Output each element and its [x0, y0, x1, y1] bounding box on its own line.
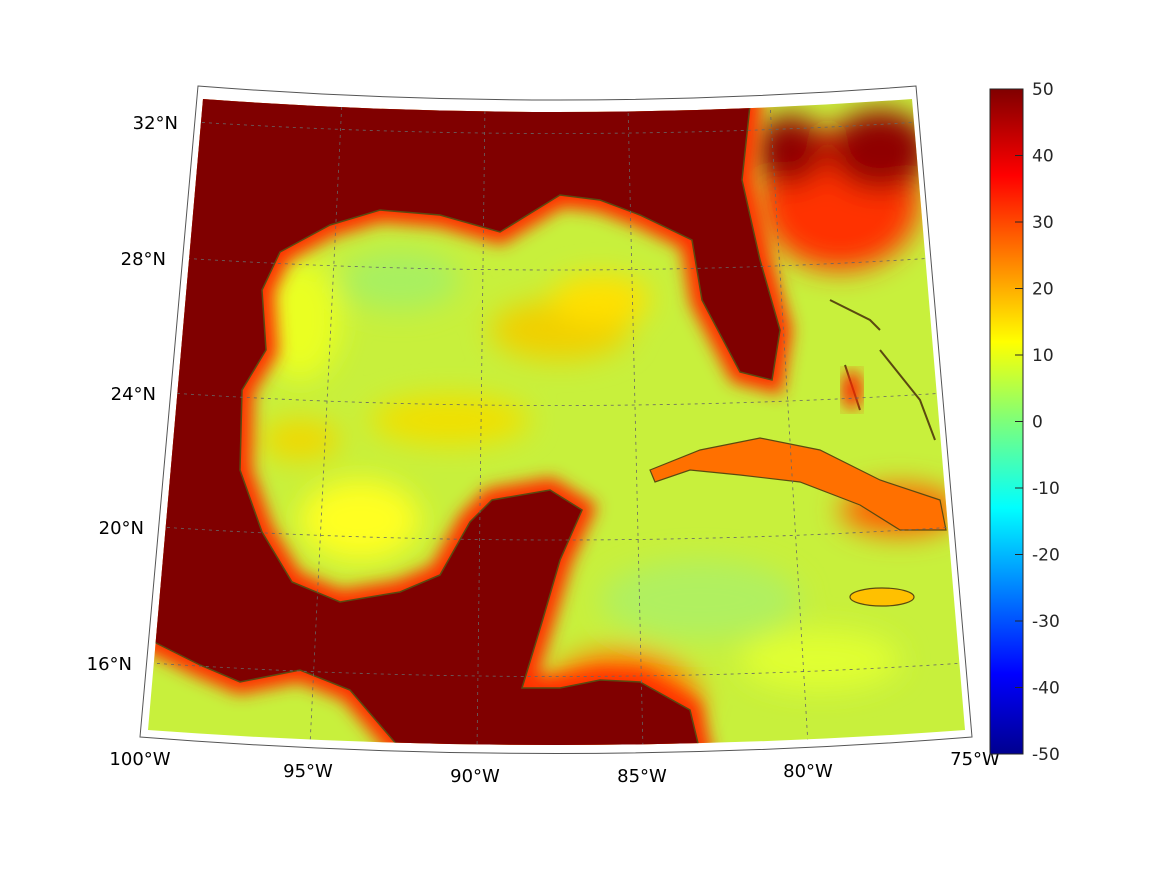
colorbar-tick-label: -50 [1032, 745, 1060, 765]
graticule [149, 99, 965, 745]
cuba [649, 437, 947, 531]
lon-tick-label: 95°W [283, 761, 333, 782]
map-field [148, 99, 965, 745]
colorbar-tick-label: 0 [1032, 413, 1043, 433]
colorbar-tick-label: 50 [1032, 80, 1054, 100]
lon-tick-label: 75°W [950, 749, 1000, 770]
colorbar-tick-label: -40 [1032, 679, 1060, 699]
lat-tick-label: 28°N [121, 249, 166, 270]
lat-tick-label: 16°N [87, 654, 132, 675]
jamaica [849, 587, 915, 607]
lon-tick-label: 85°W [617, 766, 667, 787]
colorbar-tick-label: -20 [1032, 546, 1060, 566]
colorbar-tick-label: 30 [1032, 213, 1054, 233]
coastline [149, 104, 781, 745]
lon-tick-label: 80°W [783, 761, 833, 782]
colorbar-tick-label: 40 [1032, 147, 1054, 167]
colorbar-tick-label: -30 [1032, 612, 1060, 632]
colorbar-ticks: 50 40 30 20 10 0 -10 -20 -30 -40 -50 [1015, 80, 1060, 765]
map-frame [139, 85, 973, 754]
land-mask [148, 99, 780, 745]
lon-tick-label: 100°W [109, 749, 170, 770]
lon-tick-label: 90°W [450, 766, 500, 787]
colorbar-tick-label: 20 [1032, 280, 1054, 300]
lat-tick-label: 32°N [133, 113, 178, 134]
lat-tick-label: 20°N [99, 518, 144, 539]
colorbar-tick-label: 10 [1032, 346, 1054, 366]
lat-tick-label: 24°N [111, 384, 156, 405]
colorbar-tick-label: -10 [1032, 479, 1060, 499]
